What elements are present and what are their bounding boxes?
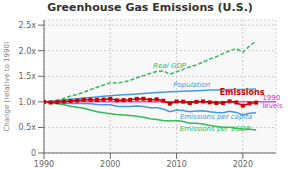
svg-text:0: 0 xyxy=(31,149,36,158)
svg-text:2.5x: 2.5x xyxy=(19,21,37,30)
svg-text:Emissions per capita: Emissions per capita xyxy=(180,113,252,121)
svg-text:Change (relative to 1990): Change (relative to 1990) xyxy=(8,41,11,131)
svg-text:2020: 2020 xyxy=(233,160,253,169)
svg-text:0.5x: 0.5x xyxy=(19,123,37,132)
svg-text:1990: 1990 xyxy=(34,160,54,169)
svg-text:1.0x: 1.0x xyxy=(19,98,37,107)
svg-text:2000: 2000 xyxy=(100,160,120,169)
svg-text:2010: 2010 xyxy=(166,160,186,169)
svg-text:1.5x: 1.5x xyxy=(19,72,37,81)
svg-text:Population: Population xyxy=(173,81,210,89)
svg-text:Real GDP: Real GDP xyxy=(153,62,186,70)
html-text:Greenhouse Gas Emissions (U.S.: Greenhouse Gas Emissions (U.S.) xyxy=(47,1,253,14)
svg-text:2.0x: 2.0x xyxy=(19,47,37,56)
svg-text:Emissions: Emissions xyxy=(220,88,265,97)
svg-text:1990levels: 1990levels xyxy=(262,94,283,110)
svg-text:Emissions per $GDP: Emissions per $GDP xyxy=(180,125,251,133)
